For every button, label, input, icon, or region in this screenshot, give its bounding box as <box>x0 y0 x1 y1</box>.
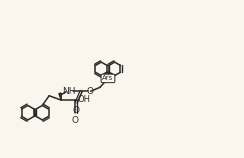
Text: Ars: Ars <box>102 75 113 81</box>
Polygon shape <box>59 93 61 100</box>
Text: O: O <box>72 106 79 115</box>
Text: NH: NH <box>62 87 76 96</box>
Text: O: O <box>72 116 79 125</box>
Text: O: O <box>86 87 93 96</box>
Text: OH: OH <box>78 95 91 104</box>
